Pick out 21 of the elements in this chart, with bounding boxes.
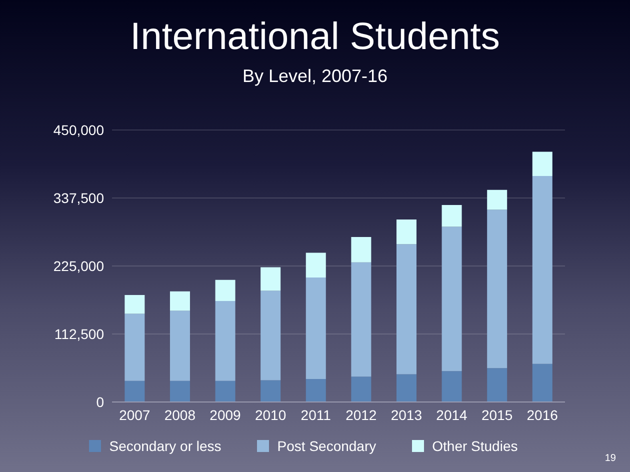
x-tick-label: 2009	[210, 406, 242, 423]
x-tick-label: 2007	[119, 406, 150, 423]
y-tick-label: 0	[96, 394, 104, 410]
y-tick-label: 337,500	[53, 190, 104, 206]
y-tick-label: 112,500	[54, 326, 104, 342]
y-tick-label: 225,000	[53, 258, 104, 274]
y-tick-label: 450,000	[53, 122, 104, 138]
x-tick-label: 2015	[481, 406, 513, 423]
x-tick-label: 2016	[526, 406, 558, 423]
legend-label: Other Studies	[432, 438, 518, 454]
x-tick-label: 2010	[254, 406, 286, 423]
chart-title: International Students	[129, 16, 501, 59]
x-tick-label: 2014	[436, 406, 468, 423]
x-tick-label: 2011	[300, 406, 332, 423]
chart-subtitle: By Level, 2007-16	[241, 66, 389, 87]
x-tick-label: 2008	[164, 406, 196, 423]
x-tick-label: 2012	[346, 406, 377, 423]
legend-label: Secondary or less	[109, 438, 222, 454]
x-tick-label: 2013	[390, 406, 422, 423]
text: 19	[604, 453, 616, 464]
legend-label: Post Secondary	[277, 438, 376, 454]
